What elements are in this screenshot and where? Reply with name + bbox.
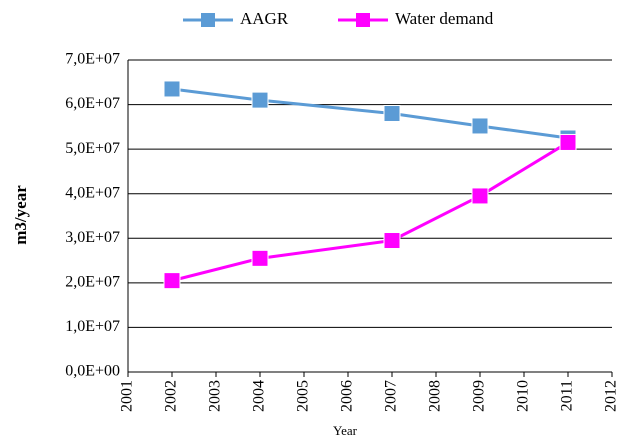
- legend-label: Water demand: [395, 9, 494, 28]
- marker: [383, 104, 401, 122]
- marker: [471, 187, 489, 205]
- x-tick-label: 2002: [163, 380, 180, 412]
- x-tick-label: 2005: [295, 380, 312, 412]
- marker: [471, 117, 489, 135]
- marker: [163, 272, 181, 290]
- x-tick-label: 2010: [515, 380, 532, 412]
- x-tick-label: 2001: [119, 380, 136, 412]
- marker: [559, 133, 577, 151]
- marker: [251, 249, 269, 267]
- x-axis-title: Year: [333, 423, 358, 438]
- y-axis-title: m3/year: [11, 185, 30, 245]
- y-tick-label: 4,0E+07: [65, 184, 120, 201]
- y-tick-label: 7,0E+07: [65, 51, 120, 68]
- legend-marker: [201, 13, 215, 27]
- x-tick-label: 2007: [383, 380, 400, 412]
- y-tick-label: 6,0E+07: [65, 95, 120, 112]
- x-tick-label: 2006: [339, 380, 356, 412]
- legend-label: AAGR: [240, 9, 289, 28]
- y-tick-label: 1,0E+07: [65, 318, 120, 335]
- x-tick-label: 2003: [207, 380, 224, 412]
- y-tick-label: 0,0E+00: [65, 363, 120, 380]
- x-tick-label: 2004: [251, 380, 268, 412]
- y-tick-label: 3,0E+07: [65, 229, 120, 246]
- y-tick-label: 2,0E+07: [65, 274, 120, 291]
- legend-marker: [356, 13, 370, 27]
- series-line: [171, 141, 569, 283]
- x-tick-label: 2011: [559, 380, 576, 411]
- y-tick-label: 5,0E+07: [65, 140, 120, 157]
- x-tick-label: 2009: [471, 380, 488, 412]
- marker: [163, 80, 181, 98]
- x-tick-label: 2012: [603, 380, 620, 412]
- series-line: [171, 87, 569, 140]
- marker: [251, 91, 269, 109]
- marker: [383, 232, 401, 250]
- x-tick-label: 2008: [427, 380, 444, 412]
